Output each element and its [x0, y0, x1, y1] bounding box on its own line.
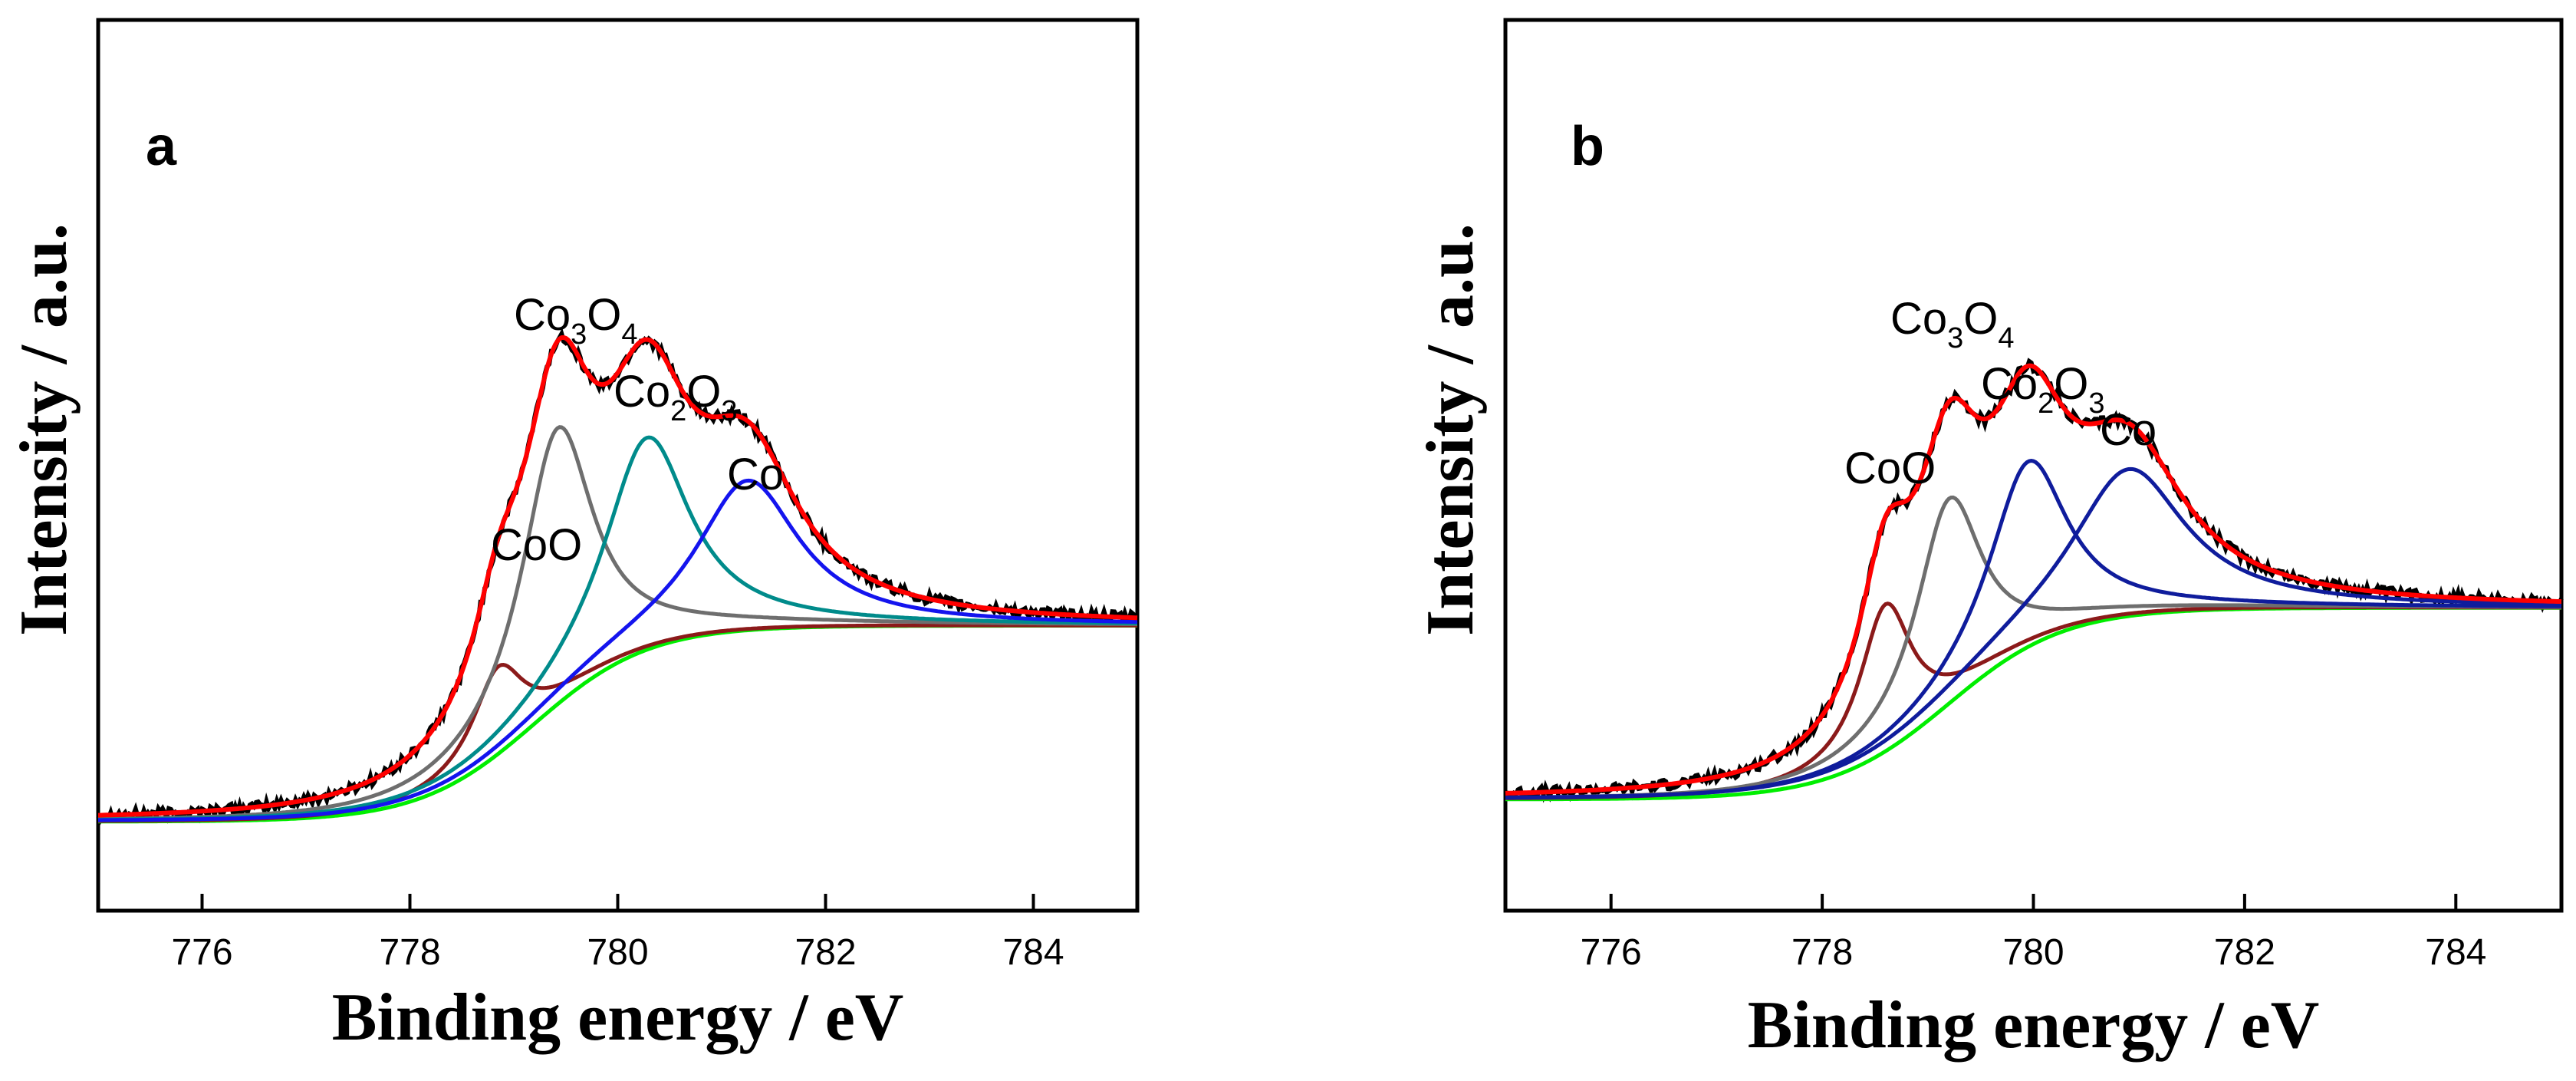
peak-label-Co2O3: Co2O3	[1981, 359, 2105, 420]
peak-line-Co3O4	[97, 425, 1138, 822]
fit-envelope-line	[1505, 363, 2562, 796]
peak-line-Co	[1505, 466, 2562, 799]
peak-line-Co	[98, 478, 1137, 822]
peak-line-CoO	[1505, 601, 2561, 800]
peak-label-Co3O4: Co3O4	[1890, 294, 2015, 354]
panel-label: b	[1571, 116, 1604, 177]
peak-line-Co2O3	[1505, 458, 2562, 800]
x-tick-label: 780	[2002, 932, 2064, 973]
x-tick-label: 778	[1791, 932, 1853, 973]
x-tick-label: 784	[1002, 932, 1064, 973]
x-tick-label: 776	[1581, 932, 1642, 973]
peak-line-Co3O4	[1505, 495, 2561, 800]
peak-line-Co2O3	[98, 435, 1137, 822]
x-axis-title: Binding energy / eV	[1748, 988, 2320, 1063]
x-tick-label: 780	[587, 932, 648, 973]
chart-panel-b: 776 778 780 782 784 Binding energy / eV Intens…	[1413, 18, 2564, 1063]
plot-frame	[1503, 18, 2564, 913]
raw-data-line	[1504, 358, 2564, 803]
x-tick-label: 776	[171, 932, 232, 973]
fit-envelope-line	[98, 335, 1138, 818]
background-line	[98, 624, 1137, 824]
peak-label-CoO: CoO	[491, 520, 582, 570]
x-tick-label: 782	[795, 932, 856, 973]
panel-label: a	[146, 116, 177, 177]
peak-label-Co: Co	[2100, 405, 2157, 455]
y-axis-title: Intensity / a.u.	[7, 223, 81, 636]
plot-frame	[96, 18, 1140, 913]
peak-line-CoO	[98, 623, 1137, 823]
peak-label-Co2O3: Co2O3	[614, 367, 738, 427]
x-tick-label: 784	[2425, 932, 2486, 973]
peak-label-Co3O4: Co3O4	[514, 290, 638, 351]
x-axis-title: Binding energy / eV	[332, 980, 904, 1055]
peak-label-CoO: CoO	[1844, 443, 1936, 493]
chart-panel-a: 776 778 780 782 784 Binding energy / eV Intens…	[7, 18, 1140, 1055]
y-axis-title: Intensity / a.u.	[1413, 223, 1488, 636]
x-tick-label: 782	[2214, 932, 2275, 973]
x-tick-label: 778	[379, 932, 440, 973]
peak-label-Co: Co	[727, 450, 784, 499]
